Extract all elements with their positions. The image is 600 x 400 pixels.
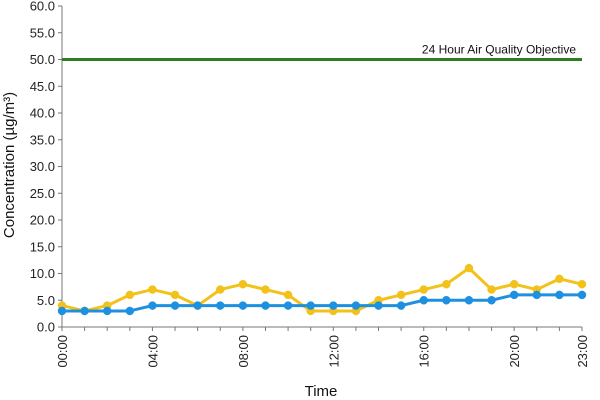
data-point: [80, 306, 89, 316]
reference-line-group: 24 Hour Air Quality Objective: [62, 43, 582, 61]
data-point: [283, 301, 293, 310]
data-point: [238, 301, 248, 310]
data-point: [193, 301, 202, 310]
series-2: [57, 290, 587, 316]
x-tick-label: 23:00: [575, 335, 590, 368]
data-point: [170, 290, 180, 300]
y-tick-label: 10.0: [30, 266, 55, 281]
y-tick-label: 55.0: [30, 25, 55, 40]
series-group: [57, 263, 587, 316]
data-point: [306, 301, 315, 310]
data-point: [125, 290, 135, 300]
y-tick-label: 0.0: [37, 320, 55, 335]
data-point: [351, 301, 361, 310]
data-point: [148, 301, 157, 310]
y-tick-label: 5.0: [37, 293, 55, 308]
y-tick-label: 45.0: [30, 79, 55, 94]
x-tick-label: 08:00: [236, 335, 251, 368]
y-tick-label: 15.0: [30, 239, 55, 254]
data-point: [148, 285, 157, 294]
data-point: [419, 285, 428, 294]
reference-line-label: 24 Hour Air Quality Objective: [422, 43, 576, 57]
y-tick-label: 30.0: [30, 159, 55, 174]
x-tick-label: 12:00: [326, 335, 341, 368]
y-tick-label: 35.0: [30, 132, 55, 147]
x-axis-title: Time: [305, 383, 338, 400]
data-point: [396, 290, 406, 300]
data-point: [442, 279, 451, 289]
data-point: [577, 290, 587, 300]
y-tick-label: 25.0: [30, 186, 55, 201]
data-point: [555, 290, 564, 300]
series-line: [62, 293, 582, 313]
data-point: [532, 290, 542, 300]
data-point: [419, 296, 428, 305]
x-tick-label: 04:00: [145, 335, 160, 368]
data-point: [487, 285, 496, 294]
y-tick-label: 40.0: [30, 106, 55, 121]
x-tick-label: 00:00: [55, 335, 70, 368]
data-point: [374, 301, 383, 310]
data-point: [261, 285, 270, 294]
series-1: [57, 263, 587, 316]
y-tick-label: 50.0: [30, 52, 55, 67]
data-point: [555, 274, 564, 284]
data-point: [102, 306, 112, 316]
data-point: [283, 290, 293, 300]
data-point: [57, 306, 67, 316]
data-point: [487, 296, 496, 305]
x-tick-label: 16:00: [417, 335, 432, 368]
data-point: [464, 263, 474, 273]
x-tick-label: 20:00: [507, 335, 522, 368]
data-point: [396, 301, 406, 310]
data-point: [216, 301, 225, 310]
data-point: [170, 301, 180, 310]
data-point: [509, 279, 519, 289]
data-point: [464, 296, 474, 305]
data-point: [577, 279, 587, 289]
data-point: [125, 306, 135, 316]
data-point: [238, 279, 248, 289]
data-point: [442, 296, 451, 305]
data-point: [509, 290, 519, 300]
y-axis: 0.0 5.0 10.0 15.0 20.0 25.0 30.0 35.0 40.0 45.0 50…: [30, 0, 63, 335]
y-tick-label: 20.0: [30, 213, 55, 228]
data-point: [261, 301, 270, 310]
y-axis-title: Concentration (µg/m³): [1, 92, 18, 238]
x-axis: 00:00 04:00 08:00 12:00 16:00 20:00 23:00: [55, 326, 590, 368]
y-tick-label: 60.0: [30, 0, 55, 14]
data-point: [329, 301, 338, 310]
data-point: [216, 285, 225, 294]
